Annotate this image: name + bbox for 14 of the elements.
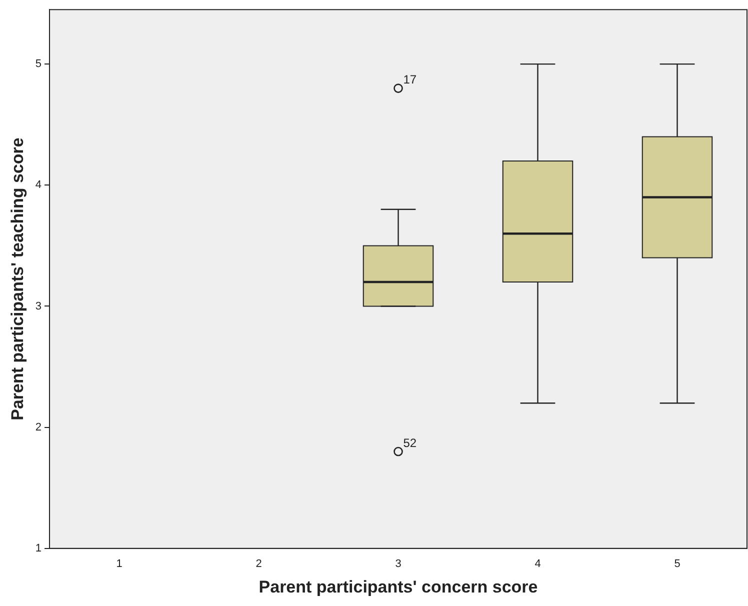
x-axis-title: Parent participants' concern score bbox=[258, 577, 538, 596]
x-tick-label: 2 bbox=[256, 558, 262, 570]
y-tick-label: 3 bbox=[35, 300, 42, 312]
y-tick-label: 5 bbox=[35, 58, 42, 70]
y-tick-label: 1 bbox=[35, 542, 42, 554]
y-tick-label: 2 bbox=[35, 421, 42, 434]
x-tick-label: 1 bbox=[116, 558, 122, 570]
annotation: 17 bbox=[403, 72, 417, 87]
y-axis-title: Parent participants' teaching score bbox=[8, 138, 27, 420]
x-tick-label: 5 bbox=[674, 558, 680, 570]
y-tick-label: 4 bbox=[35, 179, 42, 192]
x-tick-label: 3 bbox=[395, 558, 402, 570]
x-tick-label: 4 bbox=[534, 558, 541, 570]
annotation: 52 bbox=[403, 436, 417, 450]
